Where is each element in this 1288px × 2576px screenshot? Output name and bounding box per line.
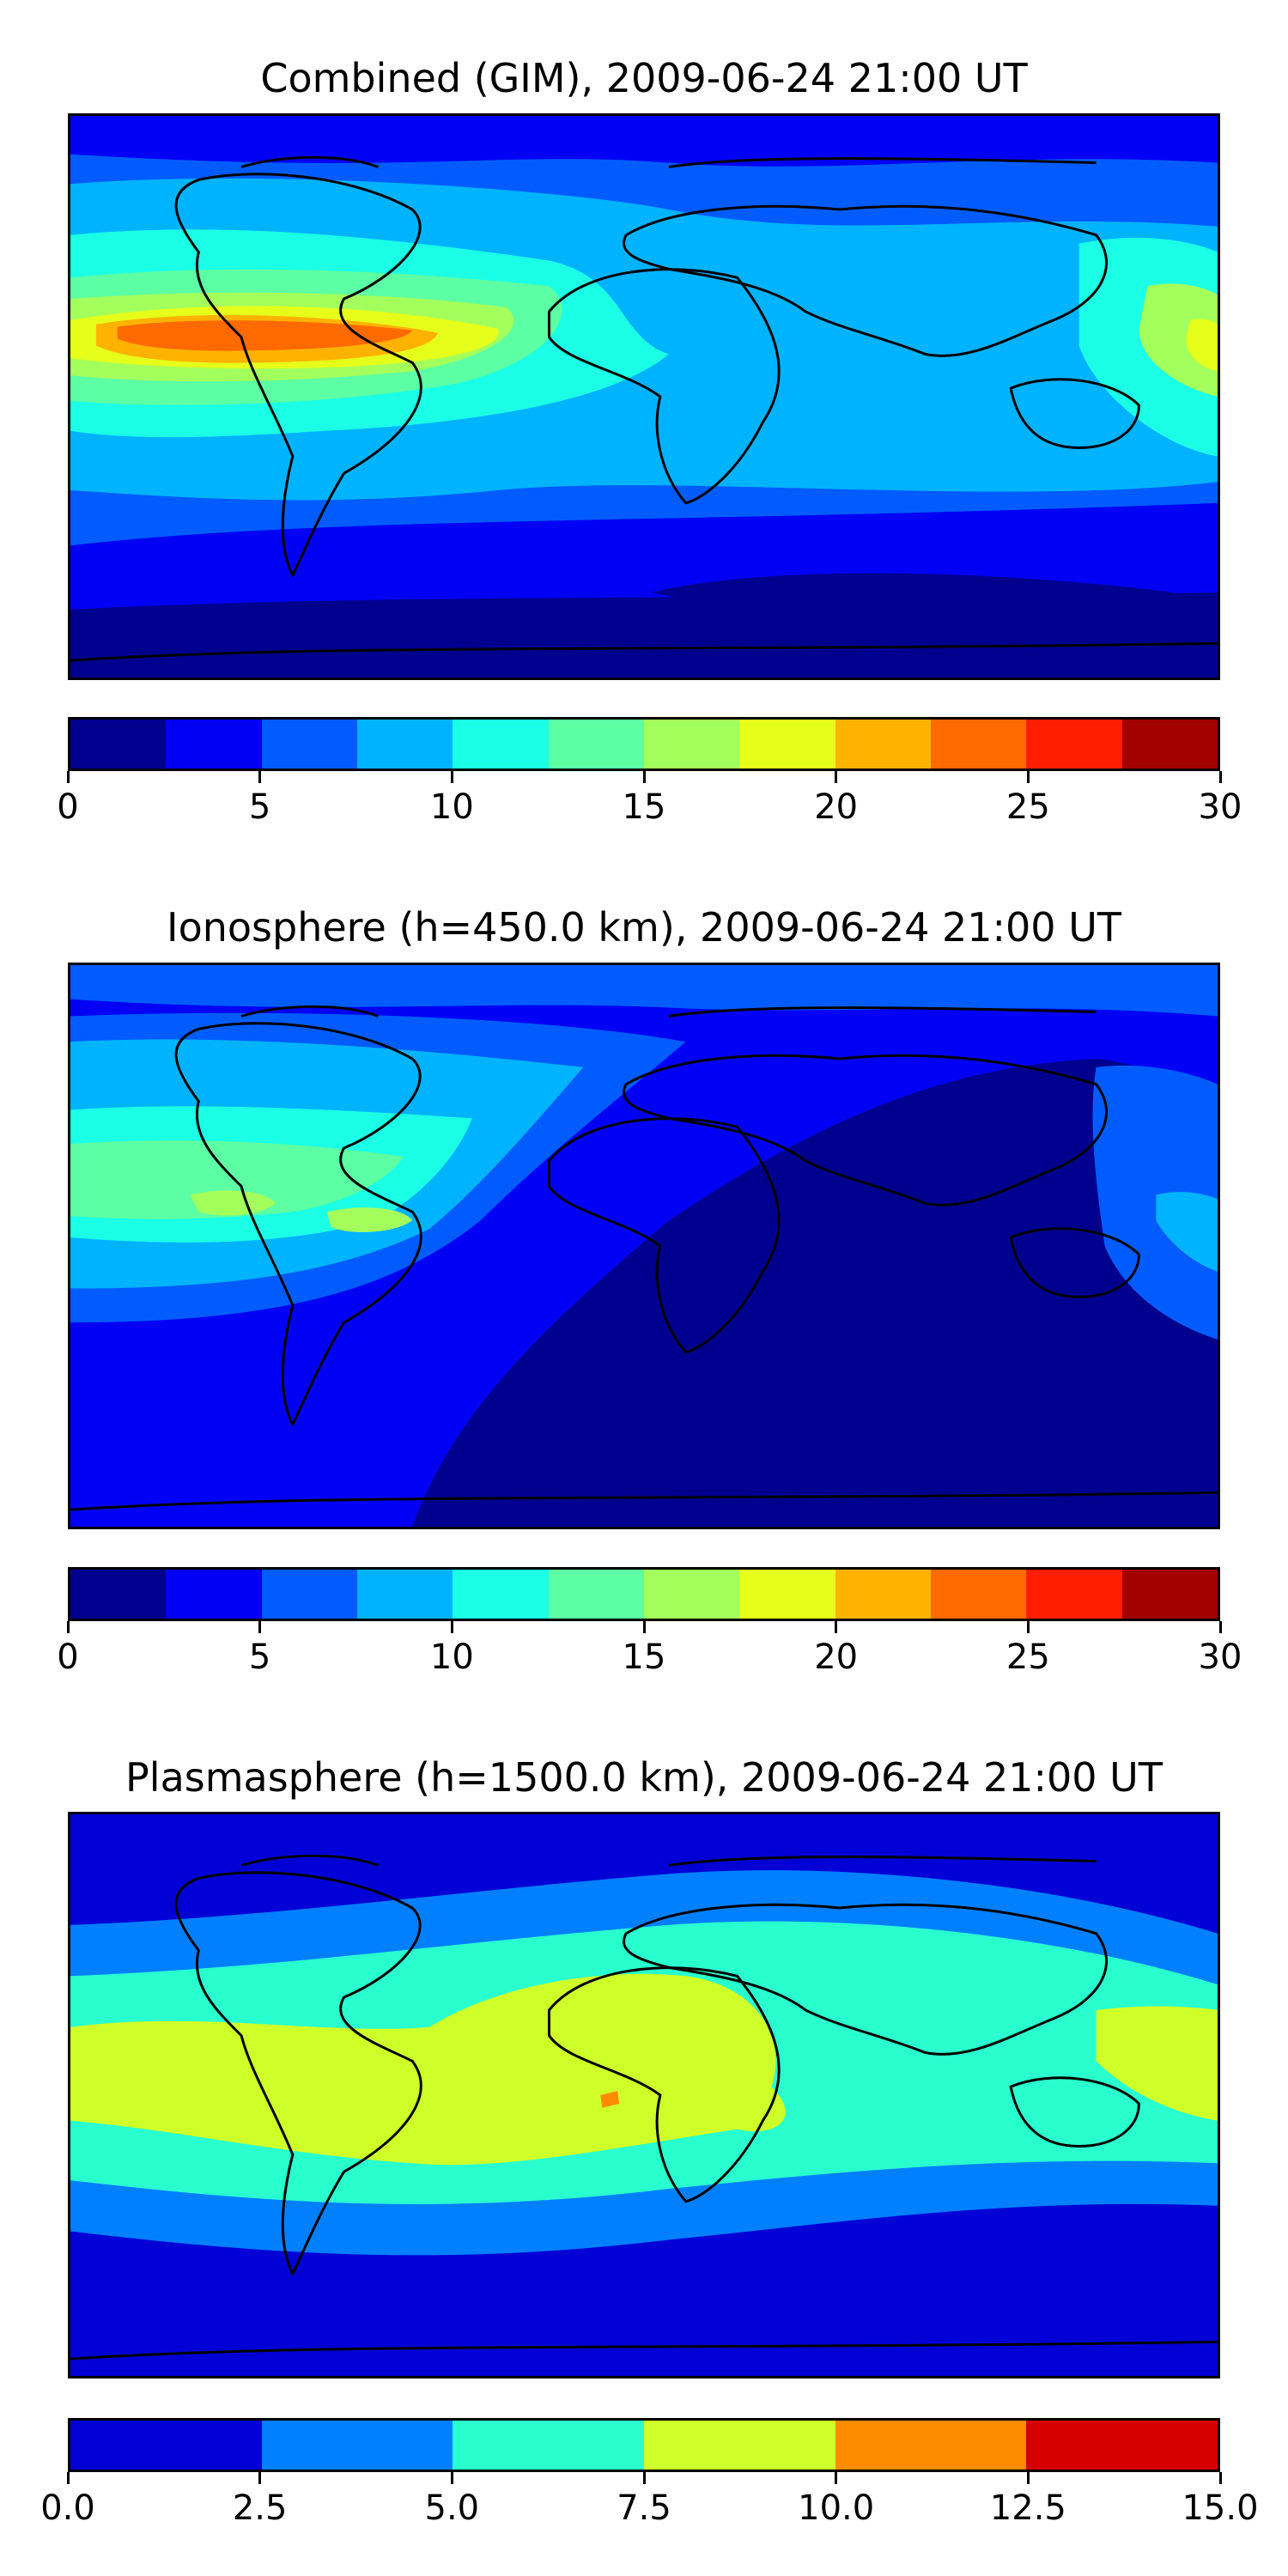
colorbar-swatch (261, 720, 357, 769)
colorbar-tick-label: 20 (814, 1637, 859, 1677)
colorbar-swatch (548, 1570, 644, 1619)
colorbar-tick-label: 5 (248, 1637, 271, 1677)
colorbar-swatch (261, 2421, 453, 2470)
colorbar-tick (1026, 1621, 1030, 1633)
colorbar-swatch (1121, 1570, 1218, 1619)
colorbar-tick-label: 10 (429, 787, 474, 827)
panel-1-contour-map (70, 116, 1218, 677)
panel-2-colorbar (68, 1567, 1220, 1621)
colorbar-swatch (1026, 720, 1122, 769)
colorbar-tick (835, 1621, 838, 1633)
colorbar-tick (66, 771, 70, 783)
panel-2-coastlines (70, 1005, 1218, 1511)
panel-2-contour-map (70, 965, 1218, 1527)
colorbar-swatch (453, 720, 549, 769)
colorbar-swatch (261, 1570, 357, 1619)
colorbar-tick-label: 0 (57, 1637, 79, 1677)
colorbar-swatch (643, 1570, 740, 1619)
colorbar-tick (258, 2472, 262, 2484)
panel-2-map (68, 963, 1220, 1529)
colorbar-tick-label: 0 (57, 787, 79, 827)
colorbar-tick-label: 12.5 (989, 2488, 1066, 2528)
colorbar-tick (1218, 1621, 1222, 1633)
colorbar-tick-label: 25 (1005, 1637, 1050, 1677)
colorbar-swatch (930, 1570, 1027, 1619)
colorbar-tick (258, 1621, 262, 1633)
colorbar-tick-label: 10 (429, 1637, 474, 1677)
colorbar-tick-label: 2.5 (232, 2488, 288, 2528)
panel-1-title: Combined (GIM), 2009-06-24 21:00 UT (260, 55, 1028, 101)
colorbar-swatch (835, 1570, 931, 1619)
colorbar-swatch (835, 2421, 1027, 2470)
colorbar-tick-label: 20 (814, 787, 859, 827)
colorbar-swatch (1121, 720, 1218, 769)
colorbar-swatch (453, 1570, 549, 1619)
colorbar-swatch (644, 2421, 835, 2470)
panel-1-colorbar (68, 717, 1220, 771)
colorbar-tick (642, 2472, 646, 2484)
panel-2-title: Ionosphere (h=450.0 km), 2009-06-24 21:0… (167, 904, 1121, 951)
colorbar-tick-label: 5.0 (424, 2488, 480, 2528)
colorbar-tick-label: 30 (1198, 787, 1242, 827)
panel-3-colorbar (68, 2418, 1220, 2472)
colorbar-swatch (356, 1570, 453, 1619)
colorbar-swatch (739, 1570, 835, 1619)
colorbar-swatch (356, 720, 453, 769)
colorbar-tick-label: 25 (1005, 787, 1050, 827)
colorbar-tick-label: 0.0 (40, 2488, 95, 2528)
colorbar-swatch (166, 1570, 262, 1619)
colorbar-tick (450, 1621, 453, 1633)
colorbar-tick-label: 30 (1198, 1637, 1242, 1677)
colorbar-swatch (835, 720, 931, 769)
colorbar-tick-label: 10.0 (798, 2488, 875, 2528)
panel-3-contour-map (70, 1814, 1218, 2376)
panel-1-coastlines (70, 155, 1218, 662)
colorbar-tick (1218, 771, 1222, 783)
colorbar-swatch (166, 720, 262, 769)
colorbar-swatch (70, 2421, 262, 2470)
colorbar-swatch (70, 1570, 167, 1619)
colorbar-swatch (548, 720, 644, 769)
colorbar-tick (258, 771, 262, 783)
colorbar-swatch (1026, 1570, 1122, 1619)
colorbar-tick (1026, 2472, 1030, 2484)
colorbar-swatch (1026, 2421, 1218, 2470)
colorbar-tick (835, 2472, 838, 2484)
panel-1-map (68, 113, 1220, 680)
colorbar-tick (642, 771, 646, 783)
colorbar-tick (642, 1621, 646, 1633)
colorbar-tick (66, 1621, 70, 1633)
colorbar-tick (450, 2472, 453, 2484)
colorbar-swatch (739, 720, 835, 769)
colorbar-tick (66, 2472, 70, 2484)
colorbar-tick (450, 771, 453, 783)
colorbar-swatch (70, 720, 167, 769)
colorbar-tick (835, 771, 838, 783)
colorbar-tick-label: 15 (622, 787, 666, 827)
colorbar-tick-label: 5 (248, 787, 271, 827)
colorbar-swatch (930, 720, 1027, 769)
panel-3-map (68, 1812, 1220, 2379)
colorbar-swatch (453, 2421, 645, 2470)
colorbar-swatch (643, 720, 740, 769)
panel-3-title: Plasmasphere (h=1500.0 km), 2009-06-24 2… (125, 1754, 1163, 1801)
colorbar-tick (1218, 2472, 1222, 2484)
colorbar-tick (1026, 771, 1030, 783)
panel-3-coastlines (70, 1854, 1218, 2360)
colorbar-tick-label: 7.5 (617, 2488, 671, 2528)
colorbar-tick-label: 15.0 (1182, 2488, 1259, 2528)
colorbar-tick-label: 15 (622, 1637, 666, 1677)
